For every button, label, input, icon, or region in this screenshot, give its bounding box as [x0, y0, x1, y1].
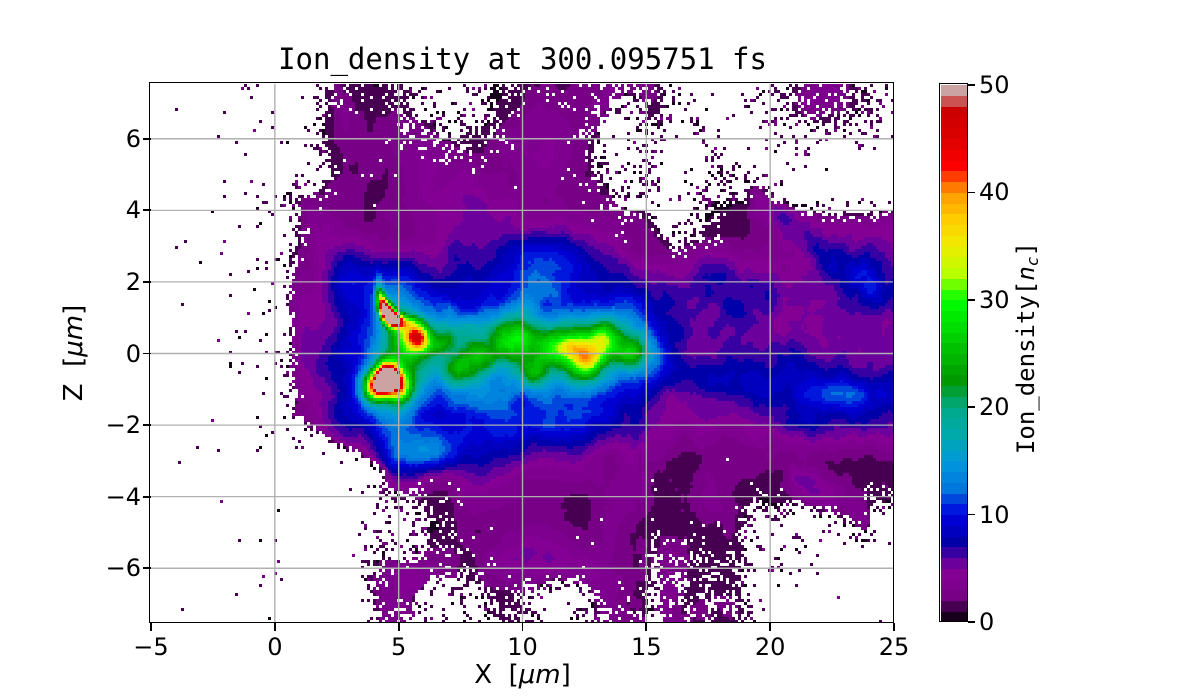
colorbar-tick-mark: [968, 513, 975, 516]
plot-title: Ion_density at 300.095751 fs: [278, 42, 767, 76]
x-tick-label: 20: [754, 633, 786, 661]
y-tick-label: 2: [125, 267, 141, 296]
y-axis-label: Z [μm]: [59, 304, 89, 402]
x-tick-label: 10: [507, 633, 538, 661]
x-tick-mark: [150, 623, 152, 631]
colorbar-tick-label: 0: [979, 608, 995, 636]
heatmap-canvas: [151, 84, 894, 623]
colorbar-tick-label: 10: [979, 500, 1010, 529]
x-tick-label: 0: [267, 633, 283, 661]
y-tick-label: 0: [125, 339, 141, 368]
y-tick-label: 4: [125, 196, 141, 225]
x-axis-label: X [μm]: [474, 660, 571, 690]
colorbar-tick-mark: [968, 298, 975, 301]
colorbar-tick-mark: [968, 406, 975, 409]
y-tick-label: −6: [105, 554, 141, 583]
colorbar-label: Ion_density[nc]: [1012, 241, 1043, 455]
x-tick-label: −5: [133, 633, 169, 661]
colorbar-tick-mark: [968, 191, 975, 194]
colorbar-tick-label: 20: [979, 393, 1010, 422]
y-tick-mark: [143, 495, 151, 498]
x-tick-mark: [397, 623, 400, 631]
x-tick-label: 25: [878, 633, 910, 661]
x-tick-mark: [521, 623, 524, 631]
colorbar-canvas: [941, 85, 968, 622]
y-tick-mark: [143, 424, 151, 426]
x-tick-label: 15: [631, 633, 662, 661]
colorbar-tick-label: 40: [979, 178, 1010, 207]
x-tick-mark: [769, 623, 772, 631]
x-tick-mark: [893, 623, 895, 631]
y-tick-mark: [143, 209, 151, 212]
y-tick-mark: [143, 567, 151, 570]
y-tick-label: −4: [105, 482, 141, 511]
x-tick-mark: [273, 623, 276, 631]
colorbar-tick-mark: [968, 621, 975, 623]
y-tick-mark: [143, 281, 151, 283]
colorbar-tick-mark: [968, 84, 975, 86]
y-tick-label: −2: [105, 411, 141, 440]
x-tick-mark: [645, 623, 648, 631]
x-tick-label: 5: [391, 633, 407, 661]
colorbar-tick-label: 50: [979, 71, 1010, 99]
y-tick-mark: [143, 352, 151, 355]
y-tick-mark: [143, 137, 151, 140]
y-tick-label: 6: [125, 124, 141, 153]
colorbar-tick-label: 30: [979, 285, 1010, 314]
